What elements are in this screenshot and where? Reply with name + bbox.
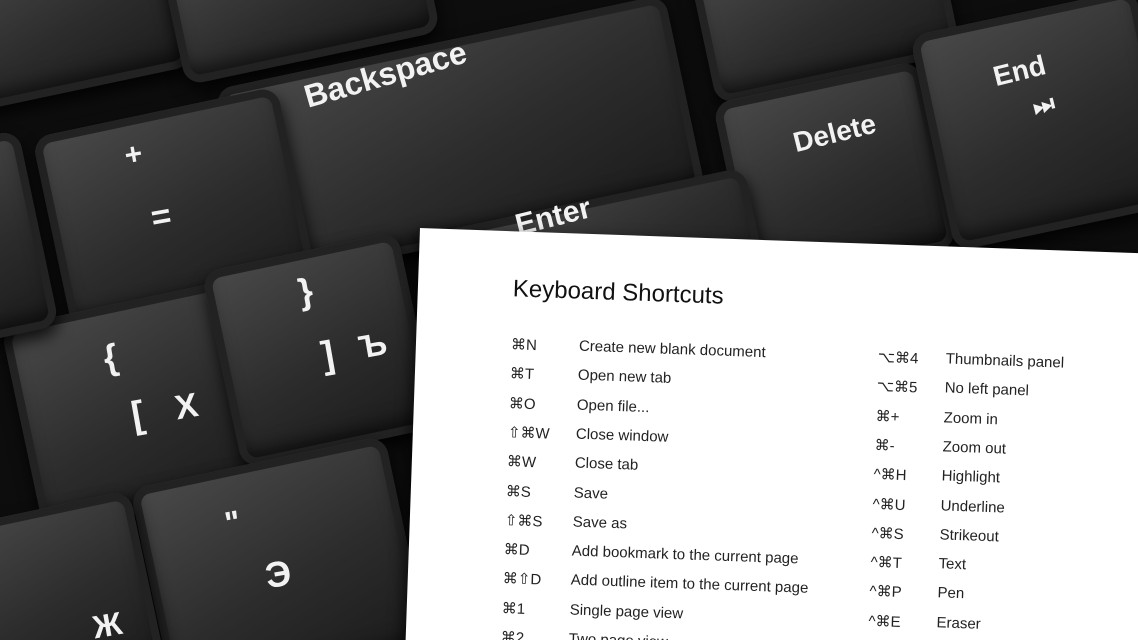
shortcut-description: Highlight xyxy=(941,467,1001,487)
shortcut-description: Two page view xyxy=(568,630,668,640)
shortcut-description: No left panel xyxy=(944,379,1030,400)
shortcut-keys: ⌘⇧D xyxy=(502,570,542,589)
shortcut-keys: ^⌘U xyxy=(872,495,906,514)
key-cap xyxy=(0,0,194,112)
shortcut-keys: ⌘O xyxy=(508,394,536,413)
shortcut-keys: ⌘W xyxy=(506,453,537,472)
shortcut-description: Add outline item to the current page xyxy=(570,571,809,598)
shortcut-keys: ^⌘S xyxy=(871,524,904,543)
shortcut-description: Zoom in xyxy=(943,408,999,428)
shortcut-keys: ⌘2 xyxy=(500,629,525,640)
shortcut-keys: ^⌘T xyxy=(870,554,903,573)
shortcut-keys: ⌥⌘5 xyxy=(876,378,918,397)
shortcut-keys: ⌘1 xyxy=(501,599,526,618)
shortcut-keys: ⌘N xyxy=(510,336,538,355)
shortcut-description: Save as xyxy=(572,513,628,533)
shortcut-description: Open file... xyxy=(576,396,650,416)
shortcut-description: Text xyxy=(938,555,967,574)
shortcut-keys: ⌥⌘4 xyxy=(877,349,919,368)
shortcut-keys: ^⌘E xyxy=(868,612,901,631)
shortcut-description: Thumbnails panel xyxy=(945,350,1065,372)
key-label: Ж xyxy=(90,604,125,640)
shortcut-description: Zoom out xyxy=(942,438,1007,458)
shortcut-description: Close tab xyxy=(574,454,639,474)
shortcut-description: Underline xyxy=(940,496,1006,517)
shortcut-description: Close window xyxy=(575,425,669,446)
shortcut-description: Pen xyxy=(937,584,965,603)
shortcut-description: Save xyxy=(573,484,609,503)
shortcut-description: Add bookmark to the current page xyxy=(571,542,799,568)
shortcut-keys: ^⌘P xyxy=(869,583,902,602)
shortcut-description: Strikeout xyxy=(939,526,1000,546)
shortcut-description: Create new blank document xyxy=(578,337,766,362)
shortcut-description: Single page view xyxy=(569,601,684,623)
sheet-title: Keyboard Shortcuts xyxy=(512,275,725,310)
shortcut-description: Eraser xyxy=(936,613,982,633)
shortcut-keys: ⌘S xyxy=(505,482,532,501)
shortcut-keys: ⌘D xyxy=(503,541,530,560)
shortcut-keys: ⇧⌘W xyxy=(507,424,550,443)
shortcut-keys: ^⌘H xyxy=(873,466,907,485)
shortcut-keys: ⌘T xyxy=(509,365,535,384)
shortcut-description: Open new tab xyxy=(577,366,672,388)
shortcut-keys: ⌘- xyxy=(874,436,895,455)
shortcut-keys: ⇧⌘S xyxy=(504,511,543,531)
shortcut-keys: ⌘+ xyxy=(875,407,900,426)
shortcut-sheet: Keyboard Shortcuts ⌘N Create new blank do… xyxy=(401,228,1138,640)
